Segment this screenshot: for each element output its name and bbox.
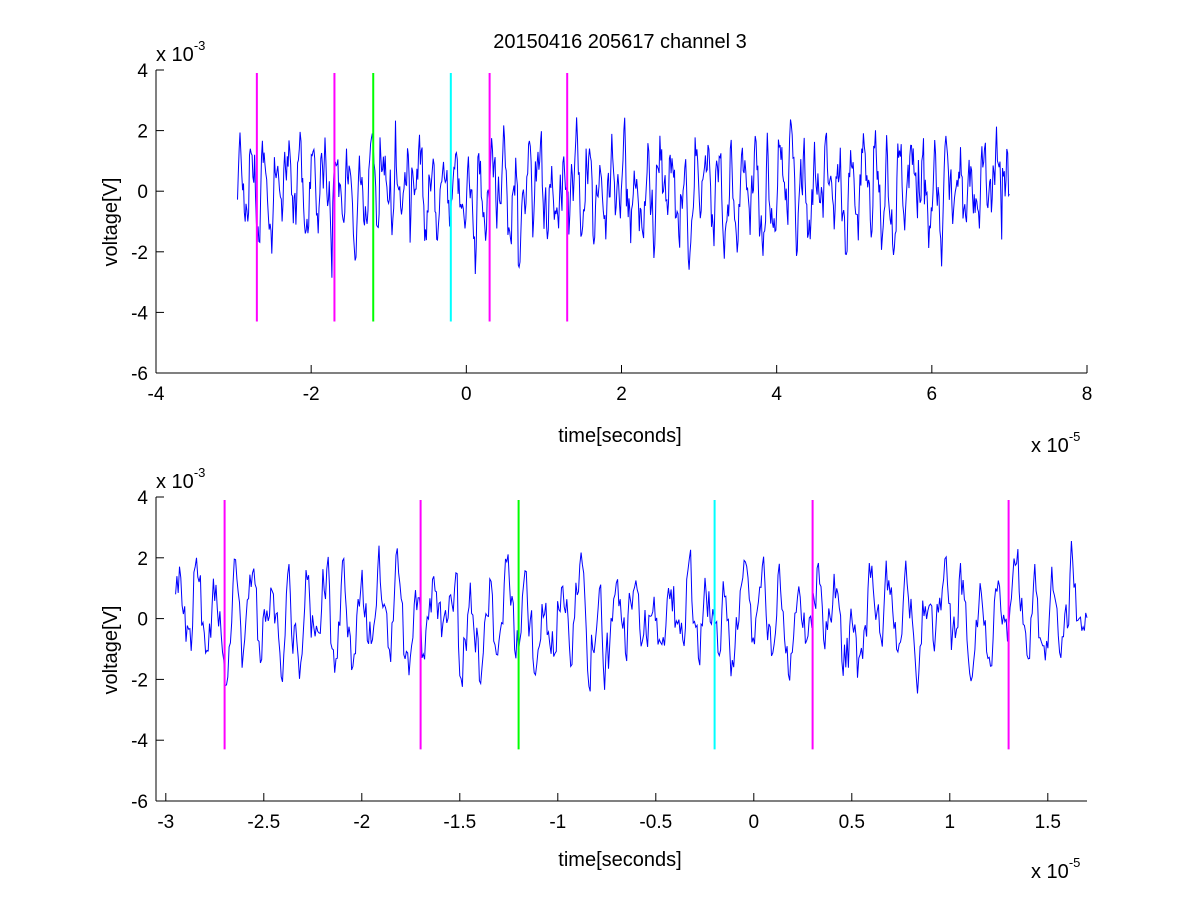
bottom-x-tick-label: -0.5 (639, 812, 672, 833)
bottom-x-tick-label: -2.5 (247, 812, 280, 833)
bottom-ticks: 4 2 0 -2 -4 -6 -3 -2.5 -2 -1.5 -1 -0.5 0 0.5 1 1.5 (131, 488, 1061, 833)
top-y-tick-label: 2 (137, 122, 148, 143)
bottom-y-tick-label: 2 (137, 549, 148, 570)
bottom-y-tick-label: -4 (131, 731, 148, 752)
bottom-x-tick-label: -3 (157, 812, 174, 833)
bottom-x-tick-label: 1 (945, 812, 956, 833)
top-x-multiplier-base: x 10 (1031, 435, 1069, 457)
top-axes (155, 70, 1087, 374)
top-y-axis-label: voltage[V] (100, 178, 122, 267)
top-x-tick-label: 2 (616, 384, 627, 405)
bottom-x-multiplier-exponent: -5 (1069, 855, 1081, 870)
top-x-tick-label: -4 (148, 384, 165, 405)
top-x-multiplier: x 10-5 (1031, 429, 1080, 457)
bottom-x-multiplier: x 10-5 (1031, 855, 1080, 883)
bottom-y-multiplier-exponent: -3 (194, 465, 206, 480)
top-y-tick-label: 4 (137, 61, 148, 82)
bottom-y-tick-label: 0 (137, 610, 148, 631)
top-y-multiplier: x 10-3 (156, 38, 205, 66)
bottom-y-tick-label: -6 (131, 792, 148, 813)
top-y-multiplier-base: x 10 (156, 44, 194, 66)
chart-title: 20150416 205617 channel 3 (493, 31, 747, 53)
bottom-x-tick-label: 0 (749, 812, 760, 833)
bottom-x-multiplier-base: x 10 (1031, 861, 1069, 883)
bottom-y-tick-label: 4 (137, 488, 148, 509)
top-ticks: 420-2-4-6-4 -2 0 2 4 6 8 (131, 61, 1092, 405)
top-y-tick-label: -4 (131, 303, 148, 324)
bottom-plot: 4 2 0 -2 -4 -6 -3 -2.5 -2 -1.5 -1 -0.5 0 0.5 1 1.5 time… (100, 465, 1088, 883)
top-y-tick-label: -6 (131, 364, 148, 385)
bottom-axes (155, 497, 1087, 802)
bottom-y-multiplier: x 10-3 (156, 465, 205, 493)
top-signal (237, 117, 1010, 278)
bottom-x-axis-label: time[seconds] (558, 849, 681, 871)
bottom-signal-line (175, 540, 1088, 694)
bottom-signal (175, 540, 1088, 694)
top-plot: 420-2-4-6-4 -2 0 2 4 6 8 time[seconds] voltage… (100, 38, 1092, 457)
top-x-axis-label: time[seconds] (558, 425, 681, 447)
bottom-y-axis-label: voltage[V] (100, 606, 122, 695)
top-x-multiplier-exponent: -5 (1069, 429, 1081, 444)
top-markers (255, 73, 569, 322)
bottom-y-multiplier-base: x 10 (156, 471, 194, 493)
top-y-multiplier-exponent: -3 (194, 38, 206, 53)
bottom-x-tick-label: -2 (353, 812, 370, 833)
bottom-markers (223, 500, 1010, 750)
top-x-tick-label: -2 (303, 384, 320, 405)
top-x-tick-label: 0 (461, 384, 472, 405)
bottom-x-tick-label: -1 (549, 812, 566, 833)
bottom-x-tick-label: 1.5 (1035, 812, 1061, 833)
bottom-y-tick-label: -2 (131, 670, 148, 691)
top-x-tick-label: 4 (771, 384, 782, 405)
bottom-x-tick-label: 0.5 (839, 812, 865, 833)
top-y-tick-label: -2 (131, 243, 148, 264)
top-x-tick-label: 8 (1082, 384, 1093, 405)
top-x-tick-label: 6 (927, 384, 938, 405)
top-y-tick-label: 0 (137, 182, 148, 203)
bottom-x-tick-label: -1.5 (443, 812, 476, 833)
top-signal-line (237, 117, 1010, 278)
